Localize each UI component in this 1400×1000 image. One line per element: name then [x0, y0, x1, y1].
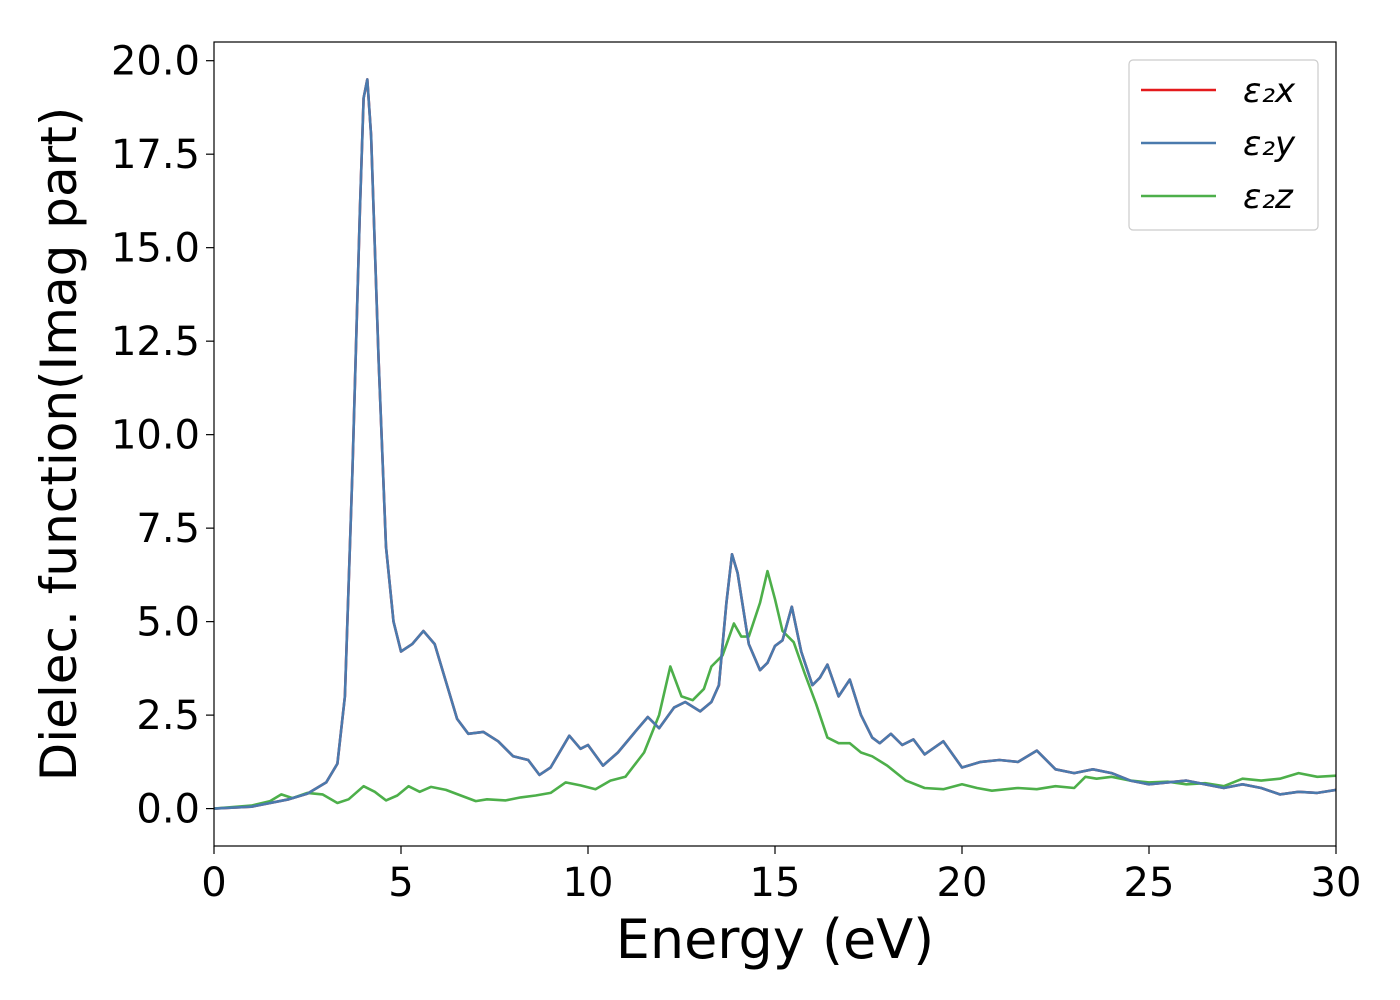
y-tick-label: 2.5 — [136, 693, 200, 739]
series-layer — [214, 78, 1336, 810]
y-tick-label: 17.5 — [111, 132, 200, 178]
y-tick-label: 10.0 — [111, 413, 200, 459]
x-tick-label: 30 — [1311, 860, 1362, 906]
series-line-z — [214, 569, 1336, 810]
y-tick-label: 20.0 — [111, 39, 200, 85]
y-tick-label: 15.0 — [111, 226, 200, 272]
x-tick-label: 15 — [750, 860, 801, 906]
x-tick-label: 20 — [937, 860, 988, 906]
x-axis-label: Energy (eV) — [616, 908, 935, 971]
series-line-y — [214, 78, 1336, 810]
legend: ε₂x ε₂y ε₂z — [1128, 59, 1319, 231]
x-axis: 0 5 10 15 20 25 30 — [201, 846, 1361, 906]
x-tick-label: 5 — [388, 860, 413, 906]
legend-label-y: ε₂y — [1243, 124, 1296, 164]
x-tick-label: 25 — [1124, 860, 1175, 906]
y-axis-label: Dielec. function(Imag part) — [30, 107, 88, 782]
y-tick-label: 12.5 — [111, 319, 200, 365]
x-tick-label: 10 — [563, 860, 614, 906]
y-axis: 0.0 2.5 5.0 7.5 10.0 12.5 15.0 17.5 20.0 — [111, 39, 214, 833]
legend-label-x: ε₂x — [1243, 71, 1296, 111]
y-tick-label: 0.0 — [136, 787, 200, 833]
legend-label-z: ε₂z — [1243, 177, 1294, 217]
y-tick-label: 5.0 — [136, 600, 200, 646]
y-tick-label: 7.5 — [136, 506, 200, 552]
x-tick-label: 0 — [201, 860, 226, 906]
legend-box — [1128, 59, 1319, 231]
